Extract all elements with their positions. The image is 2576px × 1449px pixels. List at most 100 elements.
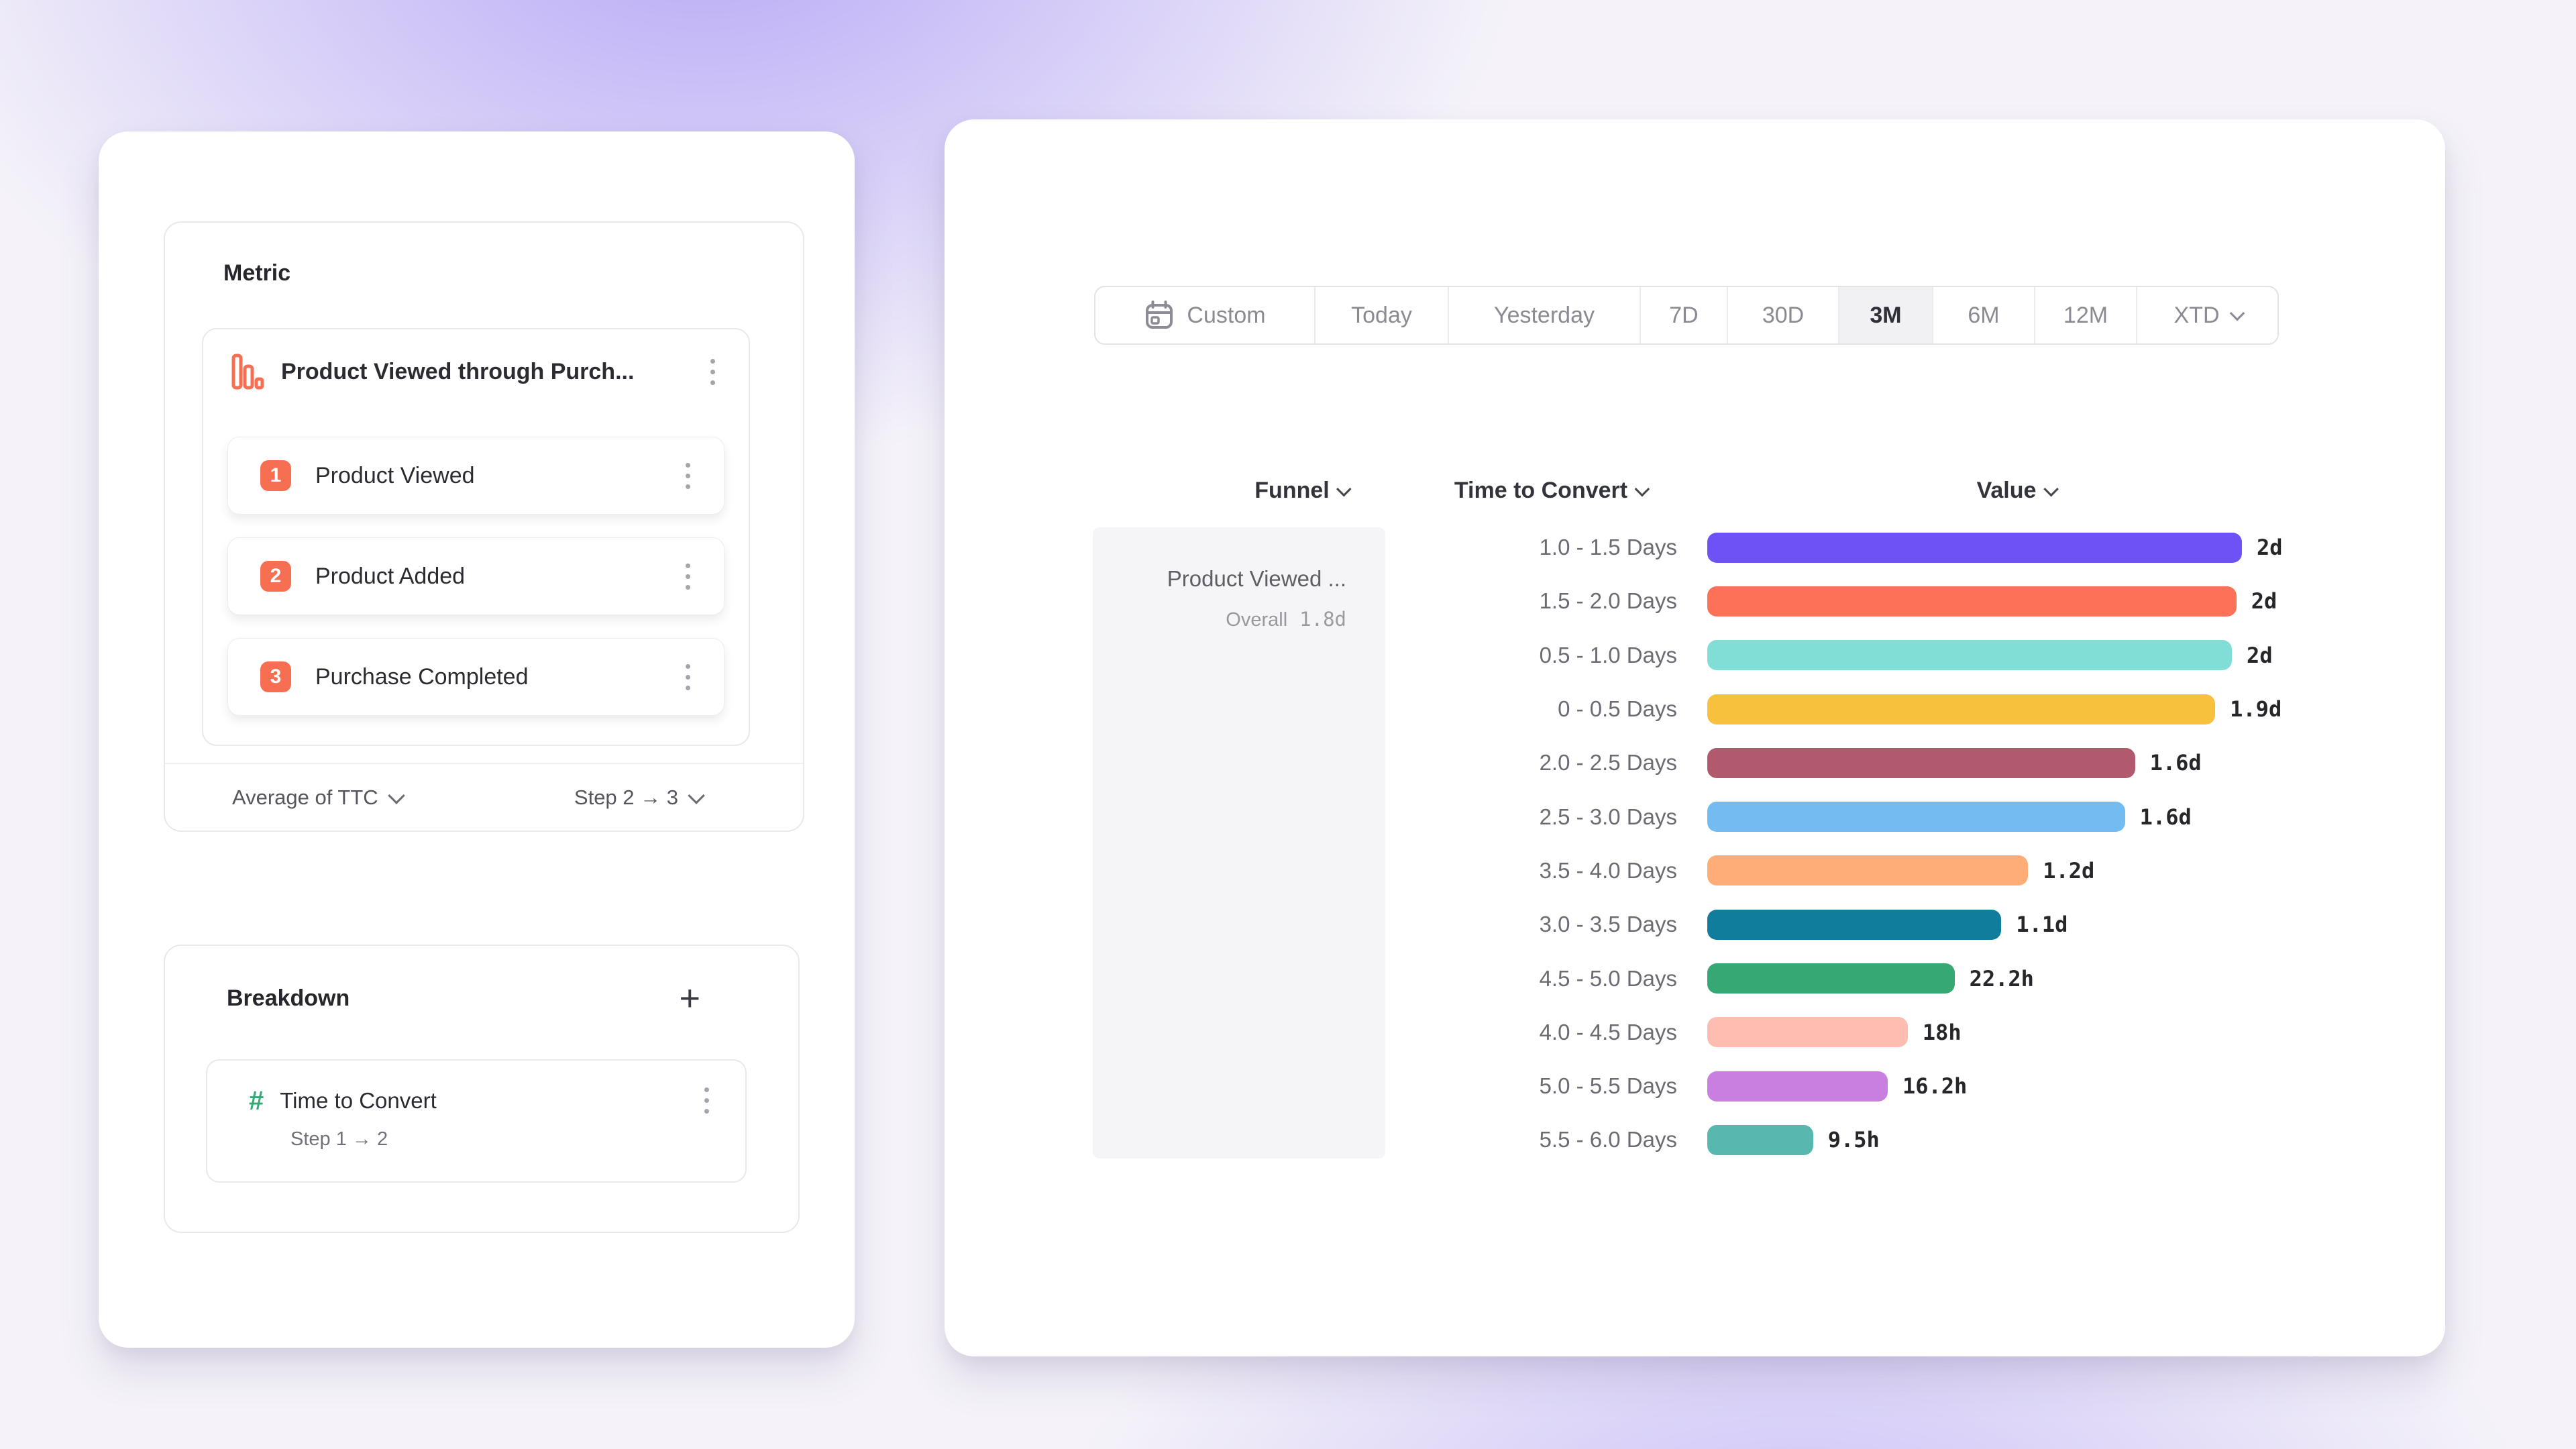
value-bar[interactable] xyxy=(1707,1071,1888,1102)
bar-value-label: 2d xyxy=(2251,588,2277,614)
breakdown-header: Breakdown + xyxy=(165,946,798,1018)
kebab-menu-icon[interactable] xyxy=(700,1083,713,1118)
step-number-badge: 2 xyxy=(260,561,291,592)
bucket-label: 4.0 - 4.5 Days xyxy=(1539,1019,1677,1044)
value-bar[interactable] xyxy=(1707,909,2002,940)
funnel-title-row: Product Viewed through Purch... xyxy=(203,329,749,390)
breakdown-item-steps: Step 1 → 2 xyxy=(290,1128,388,1150)
value-bar[interactable] xyxy=(1707,963,1955,994)
column-header-value[interactable]: Value xyxy=(1976,478,2059,504)
metric-section-title: Metric xyxy=(223,260,291,286)
kebab-menu-icon[interactable] xyxy=(682,559,694,594)
bar-area: 16.2h xyxy=(1707,1071,2242,1102)
date-range-option[interactable]: 6M xyxy=(1933,287,2035,343)
breakdown-item-row: # Time to Convert xyxy=(207,1061,745,1118)
column-header-time-to-convert[interactable]: Time to Convert xyxy=(1454,478,1650,504)
date-range-label: Yesterday xyxy=(1494,302,1595,328)
value-bar[interactable] xyxy=(1707,747,2135,778)
date-range-option[interactable]: Today xyxy=(1316,287,1449,343)
date-range-option[interactable]: 30D xyxy=(1728,287,1839,343)
funnel-step-card[interactable]: 1 Product Viewed xyxy=(227,437,724,515)
funnel-step-card[interactable]: 2 Product Added xyxy=(227,537,724,615)
breakdown-section-title: Breakdown xyxy=(227,985,350,1011)
date-range-option[interactable]: 3M xyxy=(1839,287,1933,343)
bucket-label: 4.5 - 5.0 Days xyxy=(1539,965,1677,991)
chart-row: 1.5 - 2.0 Days 2d xyxy=(945,574,2445,628)
bar-value-label: 2d xyxy=(2257,535,2283,561)
bar-area: 1.6d xyxy=(1707,802,2242,833)
column-header-label: Value xyxy=(1976,478,2037,503)
date-range-option[interactable]: 12M xyxy=(2035,287,2137,343)
bar-area: 9.5h xyxy=(1707,1124,2242,1155)
date-range-label: Custom xyxy=(1187,302,1266,328)
date-range-option[interactable]: XTD xyxy=(2137,287,2277,343)
value-bar[interactable] xyxy=(1707,640,2233,671)
kebab-menu-icon[interactable] xyxy=(682,459,694,493)
funnel-metric-name: Product Viewed through Purch... xyxy=(281,358,635,384)
overall-label: Overall xyxy=(1226,609,1288,631)
bucket-label: 3.5 - 4.0 Days xyxy=(1539,857,1677,883)
bar-area: 2d xyxy=(1707,640,2273,671)
column-header-label: Time to Convert xyxy=(1454,478,1628,503)
metric-footer: Average of TTC Step 2 → 3 xyxy=(165,763,803,830)
bar-area: 2d xyxy=(1707,532,2283,563)
chart-row: 3.0 - 3.5 Days 1.1d xyxy=(945,898,2445,951)
overall-value: 1.8d xyxy=(1299,608,1346,631)
funnel-cell-name: Product Viewed ... xyxy=(1167,566,1346,591)
kebab-menu-icon[interactable] xyxy=(682,660,694,694)
kebab-menu-icon[interactable] xyxy=(706,355,719,389)
step-label: Product Added xyxy=(315,563,466,589)
step-range-dropdown[interactable]: Step 2 → 3 xyxy=(574,785,705,810)
bar-value-label: 1.1d xyxy=(2016,912,2068,938)
date-range-option[interactable]: Custom xyxy=(1095,287,1316,343)
bar-value-label: 9.5h xyxy=(1827,1127,1880,1153)
value-bar[interactable] xyxy=(1707,802,2125,833)
value-bar[interactable] xyxy=(1707,855,2029,886)
date-range-label: 6M xyxy=(1968,302,2000,328)
date-range-option[interactable]: Yesterday xyxy=(1449,287,1641,343)
bucket-label: 5.0 - 5.5 Days xyxy=(1539,1073,1677,1099)
chevron-down-icon xyxy=(2043,481,2059,496)
value-bar[interactable] xyxy=(1707,532,2242,563)
bar-value-label: 1.6d xyxy=(2139,804,2192,830)
bar-area: 1.2d xyxy=(1707,855,2242,886)
chevron-down-icon xyxy=(1336,481,1352,496)
breakdown-section: Breakdown + # Time to Convert Step 1 → 2 xyxy=(164,945,800,1233)
chart-row: 0.5 - 1.0 Days 2d xyxy=(945,629,2445,682)
aggregation-label: Average of TTC xyxy=(232,785,378,809)
chevron-down-icon xyxy=(387,786,405,804)
bar-value-label: 1.6d xyxy=(2149,750,2202,776)
value-bar[interactable] xyxy=(1707,694,2216,724)
step-number-badge: 3 xyxy=(260,661,291,692)
chart-row: 5.5 - 6.0 Days 9.5h xyxy=(945,1113,2445,1167)
date-range-label: 3M xyxy=(1870,302,1902,328)
bucket-label: 0.5 - 1.0 Days xyxy=(1539,642,1677,667)
bar-area: 1.1d xyxy=(1707,909,2242,940)
step-range-label: Step 2 → 3 xyxy=(574,785,678,809)
column-header-funnel[interactable]: Funnel xyxy=(1254,478,1352,504)
chart-row: 0 - 0.5 Days 1.9d xyxy=(945,682,2445,736)
chevron-down-icon xyxy=(2229,305,2245,321)
chart-row: 3.5 - 4.0 Days 1.2d xyxy=(945,844,2445,898)
bar-value-label: 2d xyxy=(2247,642,2273,668)
value-bar[interactable] xyxy=(1707,1124,1813,1155)
chevron-down-icon xyxy=(688,786,705,804)
metric-section: Metric Product Viewed through Purch... 1 xyxy=(164,221,804,832)
value-bar[interactable] xyxy=(1707,1017,1908,1048)
chevron-down-icon xyxy=(1634,481,1650,496)
query-builder-panel: Metric Product Viewed through Purch... 1 xyxy=(99,131,855,1348)
date-range-label: 7D xyxy=(1669,302,1699,328)
bucket-label: 2.5 - 3.0 Days xyxy=(1539,804,1677,829)
funnel-step-card[interactable]: 3 Purchase Completed xyxy=(227,638,724,716)
chart-row: 4.5 - 5.0 Days 22.2h xyxy=(945,951,2445,1005)
breakdown-item-card: # Time to Convert Step 1 → 2 xyxy=(206,1059,747,1183)
chart-row: 5.0 - 5.5 Days 16.2h xyxy=(945,1059,2445,1113)
aggregation-dropdown[interactable]: Average of TTC xyxy=(232,785,405,810)
bucket-label: 1.5 - 2.0 Days xyxy=(1539,588,1677,614)
chart-row: 4.0 - 4.5 Days 18h xyxy=(945,1006,2445,1059)
date-range-selector: Custom Today Yesterday 7D 30D 3M 6M 12M … xyxy=(1094,286,2279,345)
plus-icon[interactable]: + xyxy=(679,978,700,1018)
date-range-option[interactable]: 7D xyxy=(1641,287,1728,343)
value-bar[interactable] xyxy=(1707,586,2237,616)
